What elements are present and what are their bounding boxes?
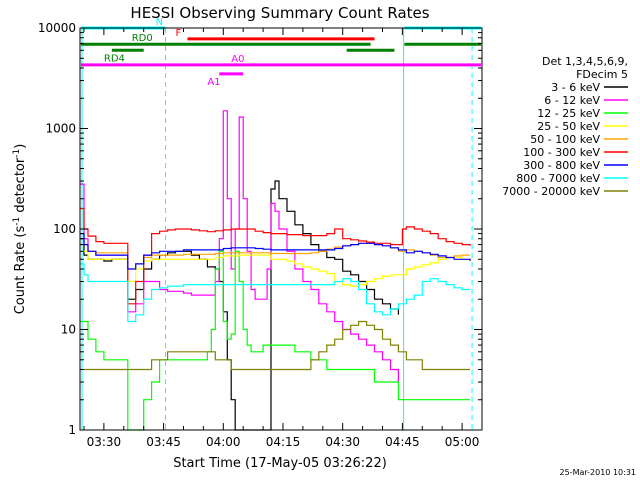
plot-content: N F RD0 RD4 A0 A1	[80, 17, 481, 431]
y-axis-label-mid: detector	[13, 157, 28, 217]
x-tick-label-5: 04:30	[325, 435, 360, 449]
x-tick-label-3: 04:00	[206, 435, 241, 449]
legend-label-6: 100 - 300 keV	[523, 146, 600, 159]
chart-title: HESSI Observing Summary Count Rates	[130, 4, 429, 22]
legend-label-1: 3 - 6 keV	[551, 81, 600, 94]
series-line-6	[80, 207, 471, 305]
flag-label-rd0: RD0	[132, 33, 153, 44]
series-line-7	[80, 233, 471, 270]
y-axis-label-sup1: -1	[12, 217, 22, 226]
y-tick-label-2: 10	[61, 323, 76, 337]
legend-label-8: 800 - 7000 keV	[516, 172, 600, 185]
series-line-4	[80, 250, 471, 287]
y-tick-label-5: 10000	[38, 21, 76, 35]
legend-label-2: 6 - 12 keV	[544, 94, 600, 107]
y-axis-label-sup2: -1	[12, 149, 22, 158]
y-tick-label-1: 1	[68, 423, 76, 437]
x-tick-label-6: 04:45	[385, 435, 420, 449]
x-tick-label-1: 03:30	[87, 435, 122, 449]
legend-label-7: 300 - 800 keV	[523, 159, 600, 172]
x-tick-label-4: 04:15	[266, 435, 301, 449]
flag-label-a1: A1	[207, 77, 220, 88]
legend-label-5: 50 - 100 keV	[530, 133, 600, 146]
timestamp: 25-Mar-2010 10:31	[560, 468, 637, 477]
x-axis: 03:30 03:45 04:00 04:15 04:30 04:45 05:00	[83, 28, 483, 449]
series-line-9	[80, 320, 471, 371]
series-line-8	[80, 263, 471, 323]
legend-label-4: 25 - 50 keV	[537, 120, 600, 133]
flag-label-a0: A0	[231, 54, 244, 65]
y-axis: 1 10 100 1000 10000	[38, 21, 482, 437]
x-tick-label-2: 03:45	[146, 435, 181, 449]
y-axis-label-main: Count Rate (s	[13, 226, 28, 315]
y-axis-label-end: )	[13, 144, 28, 149]
legend-header-line-1: Det 1,3,4,5,6,9,	[542, 55, 628, 68]
legend-header-line-2: FDecim 5	[576, 68, 628, 81]
flag-label-n: N	[156, 17, 163, 28]
legend-label-9: 7000 - 20000 keV	[502, 185, 600, 198]
flag-label-rd4: RD4	[104, 53, 125, 64]
x-axis-label: Start Time (17-May-05 03:26:22)	[173, 456, 387, 471]
y-tick-label-4: 1000	[45, 122, 76, 136]
x-tick-label-7: 05:00	[445, 435, 480, 449]
flag-label-f: F	[176, 28, 182, 39]
y-axis-label: Count Rate (s-1 detector-1)	[12, 144, 28, 315]
legend-label-3: 12 - 25 keV	[537, 107, 600, 120]
series-line-2	[80, 110, 399, 382]
y-tick-label-3: 100	[53, 222, 76, 236]
